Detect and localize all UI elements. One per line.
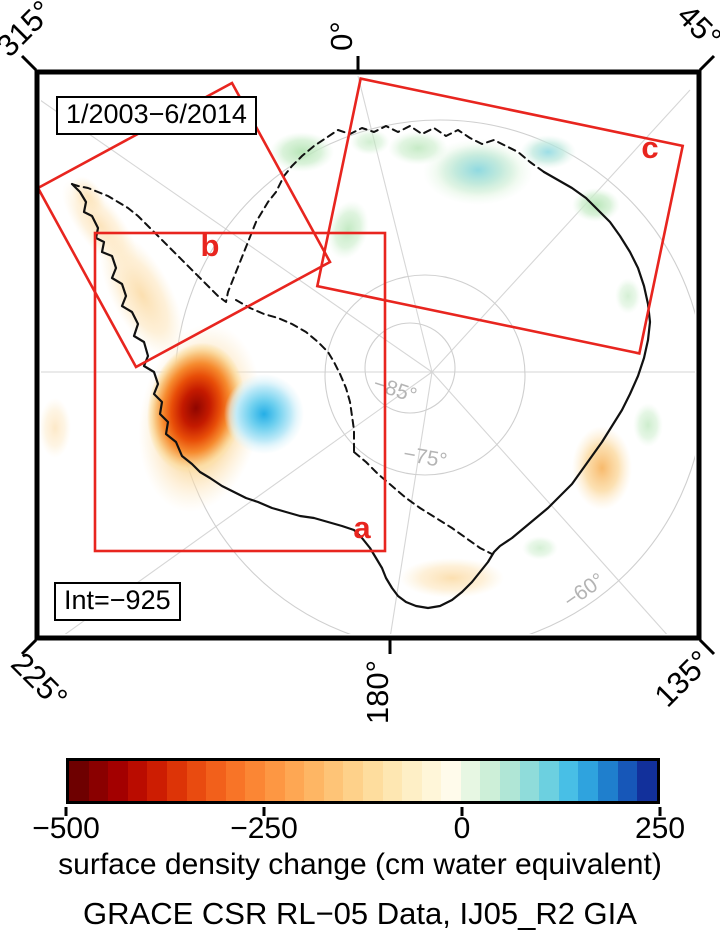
colorbar-tick-label: −250 <box>230 812 298 845</box>
region-a-box <box>93 231 387 553</box>
frame-ticks <box>20 54 716 656</box>
colorbar-tick <box>64 807 68 816</box>
date-range-label: 1/2003−6/2014 <box>66 99 247 129</box>
antarctica-map: −85° −75° −60° a b c <box>0 0 720 724</box>
lat-label-75: −75° <box>401 442 448 472</box>
coastline-dashed <box>71 125 545 303</box>
meridian-label-180: 180° <box>360 660 395 724</box>
colorbar-tickmarks <box>64 761 662 816</box>
colorbar-tick-labels: −500 −250 0 250 <box>32 812 685 848</box>
colorbar-tick <box>262 807 266 816</box>
map-frame <box>34 69 702 641</box>
lat-label-60: −60° <box>560 569 609 613</box>
colorbar-tick-label: 0 <box>453 812 471 845</box>
integral-label: Int=−925 <box>64 585 171 615</box>
coastline <box>70 125 652 610</box>
colorbar-tick-label: 250 <box>634 812 686 845</box>
coastline-solid <box>70 170 652 610</box>
colorbar-caption: surface density change (cm water equival… <box>58 848 662 881</box>
colorbar <box>66 758 660 804</box>
region-a-label: a <box>353 510 371 545</box>
region-c-label: c <box>641 130 658 165</box>
colorbar-tick <box>658 807 662 816</box>
colorbar-tick <box>460 807 464 816</box>
grounding-line-ross <box>353 451 493 555</box>
lat-label-85: −85° <box>371 372 420 407</box>
region-b-label: b <box>201 228 220 263</box>
meridian-label-315: 315° <box>0 0 60 64</box>
integral-box: Int=−925 <box>54 582 181 622</box>
meridian-label-45: 45° <box>670 0 720 56</box>
colorbar-tick-label: −500 <box>32 812 100 845</box>
meridian-label-135: 135° <box>648 644 718 714</box>
region-c-box <box>315 77 685 355</box>
colorbar-cells <box>69 761 657 801</box>
graticule <box>41 76 695 634</box>
data-credit: GRACE CSR RL−05 Data, IJ05_R2 GIA <box>83 896 637 931</box>
region-labels: a b c <box>201 130 659 545</box>
grounding-line-ronne <box>235 299 355 453</box>
meridian-label-225: 225° <box>4 646 74 716</box>
meridian-label-0: 0° <box>324 21 359 51</box>
date-range-box: 1/2003−6/2014 <box>56 96 257 136</box>
anomaly-blobs <box>41 129 663 598</box>
